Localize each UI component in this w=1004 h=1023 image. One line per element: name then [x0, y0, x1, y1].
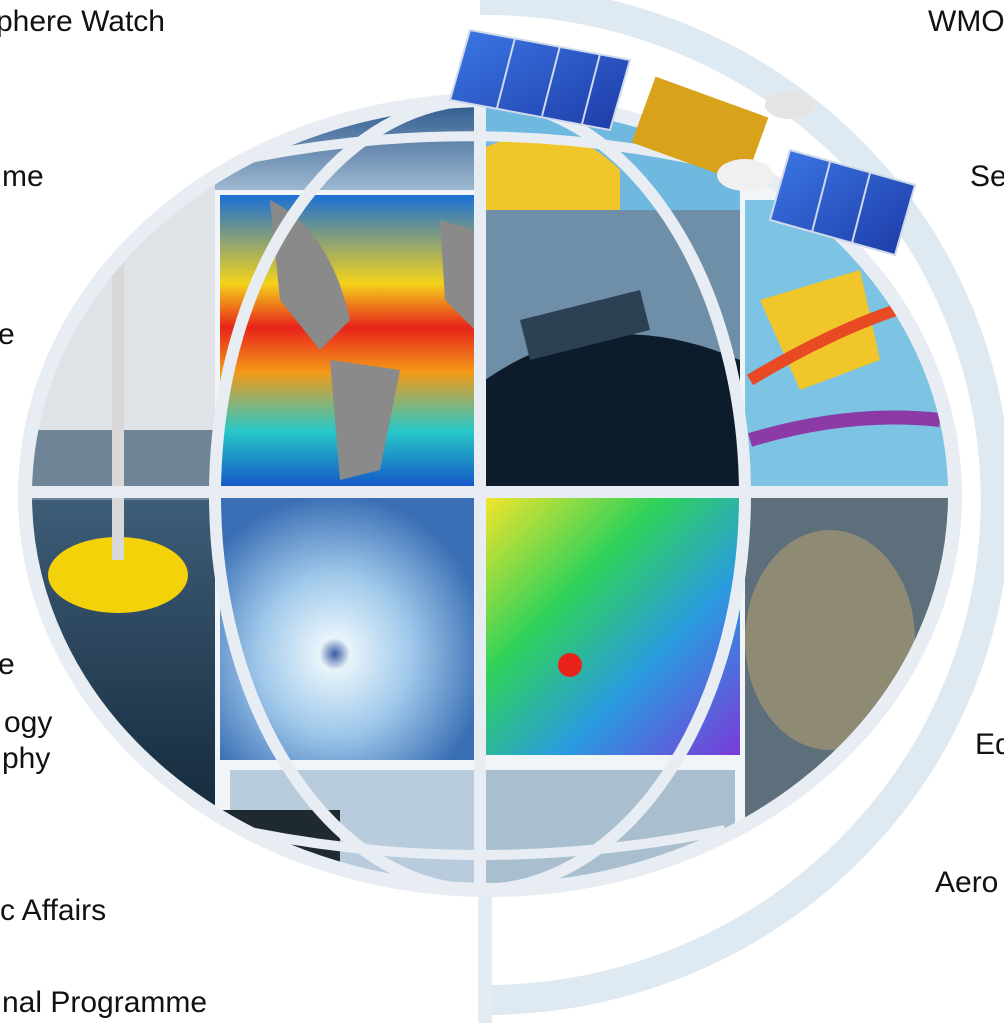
label-aeronautical: Aero [935, 866, 999, 899]
label-national-programme: nal Programme [2, 986, 208, 1019]
label-meteorology: ogy [4, 706, 53, 739]
label-se: Se [970, 160, 1004, 193]
label-education: Ed [975, 728, 1004, 761]
label-wmo: WMO [928, 5, 1004, 38]
label-public-affairs: c Affairs [0, 894, 107, 927]
label-programme-3: e [0, 648, 15, 681]
label-programme-2: e [0, 318, 15, 351]
satellite-icon [448, 28, 917, 257]
label-oceanography: phy [2, 742, 51, 775]
label-atmosphere-watch: phere Watch [0, 5, 165, 38]
label-programme-1: me [2, 160, 44, 193]
